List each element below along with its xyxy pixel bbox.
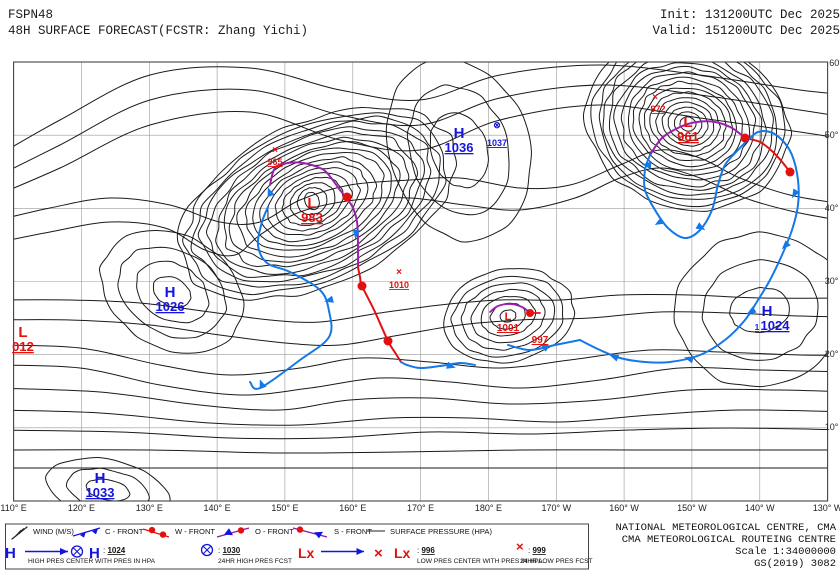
svg-text:×: × <box>516 539 524 554</box>
svg-text:Lx: Lx <box>394 545 411 561</box>
svg-text:961: 961 <box>677 129 699 144</box>
svg-text:120° E: 120° E <box>68 503 95 513</box>
svg-text:1024: 1024 <box>761 318 791 333</box>
svg-text:24HR HIGH PRES FCST: 24HR HIGH PRES FCST <box>218 558 292 565</box>
svg-text:GS(2019) 3082: GS(2019) 3082 <box>754 558 836 570</box>
svg-text:×: × <box>396 267 402 278</box>
svg-text:170° E: 170° E <box>407 503 434 513</box>
svg-text:110° E: 110° E <box>0 503 26 513</box>
svg-text:⊗: ⊗ <box>493 120 501 130</box>
svg-text:60°: 60° <box>829 58 840 68</box>
svg-text:170° W: 170° W <box>541 503 571 513</box>
svg-text:SURFACE PRESSURE (HPA): SURFACE PRESSURE (HPA) <box>390 527 492 536</box>
svg-text:150° E: 150° E <box>271 503 298 513</box>
svg-text:CMA METEOROLOGICAL ROUTEING CE: CMA METEOROLOGICAL ROUTEING CENTRE <box>622 534 836 546</box>
svg-text:1033: 1033 <box>86 485 115 500</box>
svg-text:160° E: 160° E <box>339 503 366 513</box>
svg-text:NATIONAL METEOROLOGICAL CENTRE: NATIONAL METEOROLOGICAL CENTRE, CMA <box>615 522 836 534</box>
svg-text:140° W: 140° W <box>745 503 775 513</box>
svg-text:1001: 1001 <box>497 323 520 334</box>
svg-text:L: L <box>505 311 512 323</box>
svg-text:50° N: 50° N <box>825 130 840 140</box>
svg-text:×: × <box>272 145 278 156</box>
svg-text:40° N: 40° N <box>825 203 840 213</box>
svg-text:H: H <box>5 545 16 562</box>
svg-text:130° E: 130° E <box>136 503 163 513</box>
svg-text:24HR LOW PRES FCST: 24HR LOW PRES FCST <box>520 558 593 565</box>
svg-text:1036: 1036 <box>445 140 474 155</box>
svg-text:: 999: : 999 <box>528 546 546 555</box>
svg-text:140° E: 140° E <box>204 503 231 513</box>
svg-text:O - FRONT: O - FRONT <box>255 527 294 536</box>
svg-text:1010: 1010 <box>389 280 409 290</box>
svg-text:: 996: : 996 <box>417 546 435 555</box>
svg-text:160° W: 160° W <box>609 503 639 513</box>
svg-text:: 1030: : 1030 <box>218 546 241 555</box>
svg-text:Scale 1:34000000: Scale 1:34000000 <box>735 546 836 558</box>
svg-text:×: × <box>652 92 658 103</box>
svg-text:: 1024: : 1024 <box>103 546 126 555</box>
svg-text:997: 997 <box>532 335 549 346</box>
svg-text:HIGH PRES CENTER WITH PRES IN: HIGH PRES CENTER WITH PRES IN HPA <box>28 558 156 565</box>
svg-text:20° N: 20° N <box>825 349 840 359</box>
svg-text:30° N: 30° N <box>825 276 840 286</box>
svg-text:×: × <box>374 545 383 562</box>
svg-text:W - FRONT: W - FRONT <box>175 527 215 536</box>
svg-text:WIND (M/S): WIND (M/S) <box>33 527 74 536</box>
svg-text:1: 1 <box>755 323 760 332</box>
svg-text:012: 012 <box>12 339 34 354</box>
svg-text:C - FRONT: C - FRONT <box>105 527 144 536</box>
svg-text:1037: 1037 <box>487 138 507 148</box>
svg-text:S - FRONT: S - FRONT <box>334 527 372 536</box>
svg-text:Lx: Lx <box>298 545 315 561</box>
svg-text:972: 972 <box>650 104 665 114</box>
svg-text:150° W: 150° W <box>677 503 707 513</box>
svg-text:1026: 1026 <box>156 299 185 314</box>
svg-text:180° E: 180° E <box>475 503 502 513</box>
svg-text:130° W: 130° W <box>813 503 840 513</box>
svg-text:983: 983 <box>301 210 323 225</box>
svg-text:965: 965 <box>267 157 282 167</box>
svg-text:10° N: 10° N <box>825 422 840 432</box>
